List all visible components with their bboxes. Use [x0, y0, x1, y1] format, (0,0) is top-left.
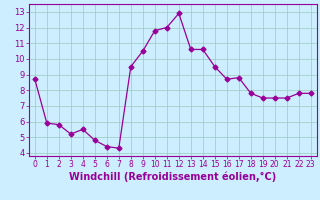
X-axis label: Windchill (Refroidissement éolien,°C): Windchill (Refroidissement éolien,°C)	[69, 172, 276, 182]
